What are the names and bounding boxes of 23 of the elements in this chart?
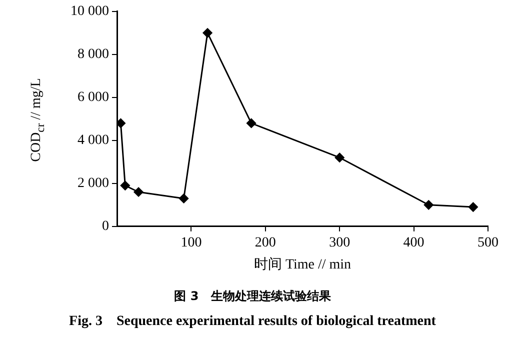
point	[134, 187, 144, 197]
y-tick-label: 2 000	[78, 176, 109, 192]
x-tick-label: 500	[478, 235, 498, 250]
point	[120, 180, 130, 190]
point	[334, 152, 344, 162]
point	[202, 28, 212, 38]
point	[179, 194, 189, 204]
x-axis-title: 时间 Time // min	[254, 256, 352, 272]
text: 图 3 生物处理连续试验结果	[173, 288, 332, 305]
y-tick-label: 0	[102, 219, 109, 234]
x-tick-label: 400	[403, 235, 424, 250]
text: Fig. 3 Sequence experimental results of biological treatment	[68, 313, 437, 330]
x-tick-label: 100	[180, 235, 202, 250]
y-tick-label: 6 000	[78, 90, 109, 106]
y-tick-label: 4 000	[78, 133, 109, 148]
y-tick-label: 8 000	[78, 47, 109, 62]
y-tick-label: 10 000	[70, 4, 109, 20]
point	[246, 118, 256, 128]
point	[424, 200, 434, 210]
point	[117, 118, 126, 128]
x-tick-label: 200	[254, 235, 276, 250]
x-tick-label: 300	[329, 235, 350, 250]
point	[468, 202, 478, 212]
